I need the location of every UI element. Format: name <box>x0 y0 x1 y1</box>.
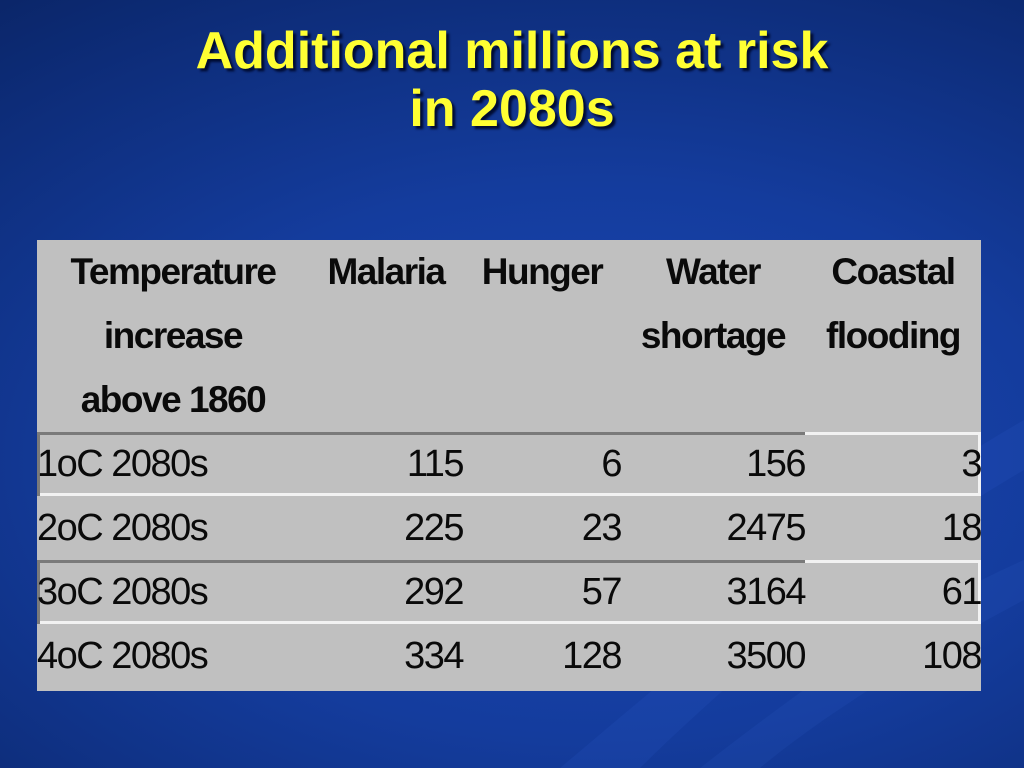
header-coastal-line-1: Coastal <box>831 251 956 292</box>
header-row: Temperature increase above 1860 Malaria … <box>37 240 981 432</box>
header-hunger: Hunger <box>463 240 621 432</box>
header-malaria: Malaria <box>309 240 463 432</box>
header-malaria-line-1: Malaria <box>327 251 446 292</box>
cell-malaria: 115 <box>309 432 465 496</box>
header-hunger-line-1: Hunger <box>481 251 604 292</box>
risk-table: Temperature increase above 1860 Malaria … <box>37 240 983 688</box>
cell-malaria: 225 <box>404 506 464 549</box>
header-water-shortage: Water shortage <box>621 240 805 432</box>
title-line-2: in 2080s <box>409 80 615 138</box>
row-label: 2oC 2080s <box>37 506 209 549</box>
cell-coastal-flooding: 3 <box>805 432 982 496</box>
header-temperature: Temperature increase above 1860 <box>37 240 309 432</box>
row-label: 4oC 2080s <box>37 634 209 677</box>
cell-hunger: 23 <box>581 506 623 549</box>
cell-water-shortage: 3164 <box>621 560 806 624</box>
table-row: 2oC 2080s 225 23 2475 18 <box>37 496 983 560</box>
title-line-1: Additional millions at risk <box>195 22 829 80</box>
header-temperature-line-2: increase <box>103 315 244 356</box>
header-temperature-line-1: Temperature <box>70 251 277 292</box>
row-label: 3oC 2080s <box>37 560 309 624</box>
header-water-line-2: shortage <box>640 315 787 356</box>
cell-water-shortage: 156 <box>621 432 806 496</box>
cell-hunger: 6 <box>463 432 622 496</box>
table-row: 4oC 2080s 334 128 3500 108 <box>37 624 983 688</box>
cell-coastal-flooding: 18 <box>941 506 983 549</box>
header-water-line-1: Water <box>666 251 761 292</box>
cell-water-shortage: 3500 <box>726 634 806 677</box>
header-coastal-line-2: flooding <box>826 315 961 356</box>
cell-hunger: 57 <box>463 560 623 624</box>
cell-malaria: 292 <box>309 560 464 624</box>
cell-malaria: 334 <box>404 634 464 677</box>
slide-title: Additional millions at risk in 2080s <box>40 22 984 138</box>
header-temperature-line-3: above 1860 <box>80 379 267 420</box>
table-row: 1oC 2080s 115 6 156 3 <box>37 432 983 496</box>
cell-water-shortage: 2475 <box>726 506 806 549</box>
table-row: 3oC 2080s 292 57 3164 61 <box>37 560 983 624</box>
cell-coastal-flooding: 61 <box>805 560 983 624</box>
row-label: 1oC 2080s <box>37 432 309 496</box>
cell-coastal-flooding: 108 <box>922 634 982 677</box>
header-coastal-flooding: Coastal flooding <box>805 240 981 432</box>
cell-hunger: 128 <box>562 634 622 677</box>
risk-table-container: Temperature increase above 1860 Malaria … <box>37 240 983 691</box>
